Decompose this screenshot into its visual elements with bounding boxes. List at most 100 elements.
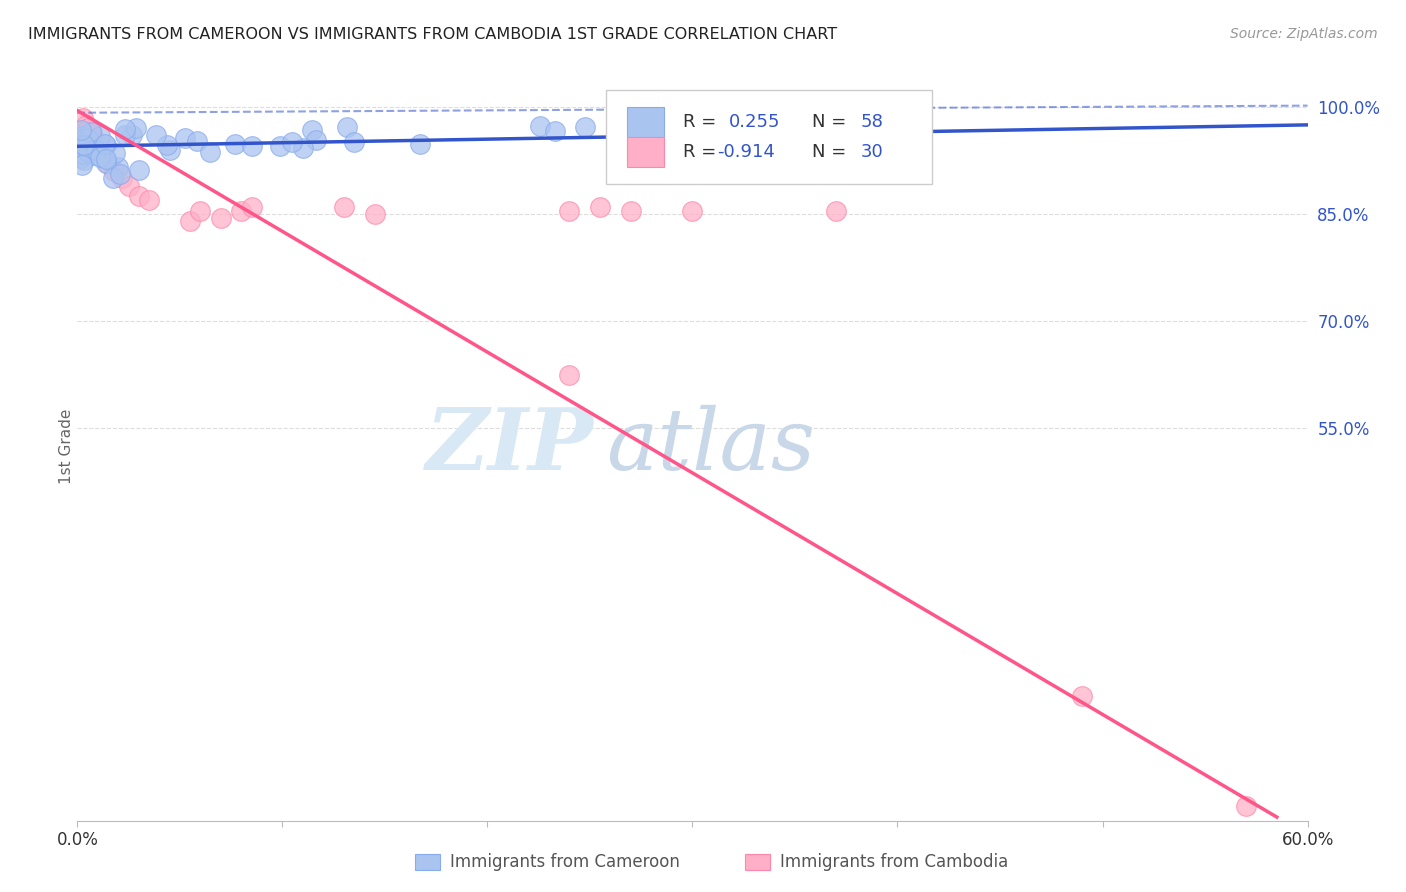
Bar	[627, 136, 664, 167]
Point	[336, 120, 359, 135]
Point	[87, 139, 110, 153]
Point	[84, 136, 107, 150]
Point	[111, 171, 134, 186]
Point	[240, 200, 263, 214]
Point	[1071, 689, 1094, 703]
Point	[301, 123, 323, 137]
Point	[544, 123, 567, 137]
Point	[769, 121, 792, 136]
Point	[333, 200, 356, 214]
Point	[104, 146, 127, 161]
Text: R =: R =	[683, 143, 721, 161]
Point	[138, 193, 160, 207]
Text: 58: 58	[860, 113, 884, 131]
Point	[96, 156, 118, 170]
Point	[291, 141, 314, 155]
Point	[117, 178, 139, 193]
Point	[682, 203, 704, 218]
Text: atlas: atlas	[606, 405, 815, 487]
Point	[77, 138, 100, 153]
Point	[114, 128, 136, 143]
Point	[72, 146, 94, 161]
Point	[188, 203, 212, 218]
Point	[70, 158, 93, 172]
Point	[84, 143, 107, 157]
Point	[70, 152, 93, 166]
Point	[94, 151, 117, 165]
Point	[409, 136, 432, 151]
Point	[101, 171, 124, 186]
Point	[240, 139, 263, 153]
Text: Source: ZipAtlas.com: Source: ZipAtlas.com	[1230, 27, 1378, 41]
Point	[77, 132, 100, 146]
Text: Immigrants from Cameroon: Immigrants from Cameroon	[450, 853, 679, 871]
Text: N =: N =	[811, 113, 852, 131]
Point	[70, 123, 93, 137]
Point	[76, 121, 98, 136]
Text: 0.255: 0.255	[730, 113, 780, 131]
FancyBboxPatch shape	[606, 90, 932, 184]
Point	[73, 138, 96, 153]
Point	[94, 137, 117, 152]
Point	[97, 157, 120, 171]
Point	[281, 135, 304, 149]
Point	[72, 111, 94, 125]
Point	[103, 164, 125, 178]
Point	[620, 203, 643, 218]
Point	[825, 203, 848, 218]
Point	[80, 125, 103, 139]
Point	[787, 125, 810, 139]
Point	[89, 150, 111, 164]
Point	[89, 129, 111, 144]
Point	[77, 145, 100, 159]
Point	[589, 200, 612, 214]
Y-axis label: 1st Grade: 1st Grade	[59, 409, 73, 483]
Point	[79, 128, 101, 143]
Point	[83, 148, 105, 162]
Text: IMMIGRANTS FROM CAMEROON VS IMMIGRANTS FROM CAMBODIA 1ST GRADE CORRELATION CHART: IMMIGRANTS FROM CAMEROON VS IMMIGRANTS F…	[28, 27, 837, 42]
Point	[121, 128, 143, 142]
Point	[72, 129, 94, 144]
Point	[759, 113, 782, 128]
Point	[675, 124, 697, 138]
Point	[80, 144, 103, 158]
Point	[73, 130, 96, 145]
Bar	[627, 107, 664, 137]
Point	[72, 153, 94, 168]
Point	[90, 143, 114, 157]
Text: R =: R =	[683, 113, 721, 131]
Point	[174, 131, 197, 145]
Point	[94, 152, 117, 166]
Point	[231, 203, 253, 218]
Point	[186, 134, 208, 148]
Point	[558, 368, 581, 382]
Point	[363, 207, 385, 221]
Point	[529, 119, 551, 133]
Point	[114, 122, 136, 136]
Text: N =: N =	[811, 143, 852, 161]
Text: -0.914: -0.914	[717, 143, 775, 161]
Point	[125, 120, 148, 135]
Point	[574, 120, 596, 134]
Point	[179, 214, 201, 228]
Point	[94, 137, 117, 152]
Point	[558, 203, 581, 218]
Point	[198, 145, 221, 159]
Point	[70, 138, 93, 153]
Point	[744, 136, 766, 150]
Point	[108, 167, 131, 181]
Point	[269, 139, 291, 153]
Point	[75, 118, 97, 132]
Text: ZIP: ZIP	[426, 404, 595, 488]
Point	[1234, 799, 1257, 814]
Point	[128, 189, 150, 203]
Point	[343, 136, 366, 150]
Point	[128, 163, 150, 178]
Point	[80, 125, 103, 139]
Point	[209, 211, 232, 225]
Point	[159, 143, 181, 157]
Point	[72, 148, 94, 162]
Point	[304, 133, 326, 147]
Point	[145, 128, 167, 142]
Point	[155, 138, 177, 153]
